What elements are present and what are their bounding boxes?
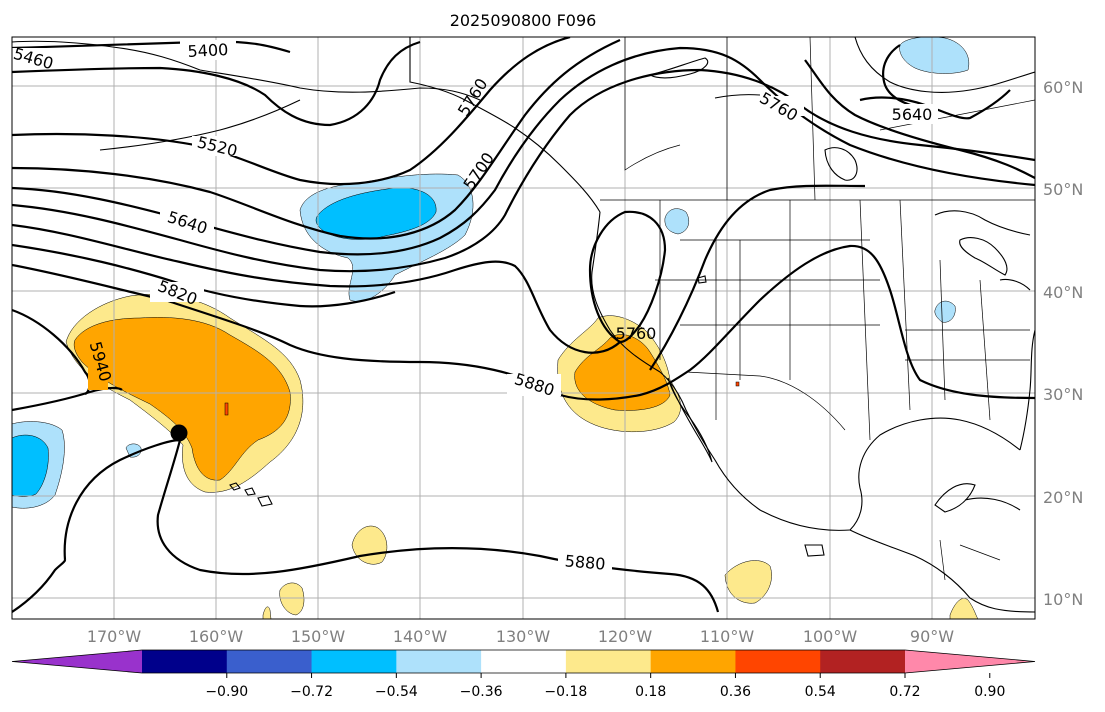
anomaly-peak-dot-2: [735, 381, 740, 387]
colorbar-swatch: [650, 650, 736, 673]
anomaly-region-small-1: [351, 525, 388, 565]
anomaly-region-small-3: [724, 560, 772, 604]
colorbar-tick-label: −0.54: [375, 684, 418, 700]
lat-label-10: 10°N: [1043, 590, 1083, 609]
colorbar-tick-label: 0.72: [889, 684, 920, 700]
longitude-labels: 170°W 160°W 150°W 140°W 130°W 120°W 110°…: [87, 627, 954, 646]
anomaly-core-west-edge: [12, 434, 49, 497]
colorbar-extend-low: [12, 650, 142, 673]
lon-label-130w: 130°W: [496, 627, 551, 646]
lat-label-20: 20°N: [1043, 488, 1083, 507]
lon-label-140w: 140°W: [393, 627, 448, 646]
lat-label-40: 40°N: [1043, 283, 1083, 302]
anomaly-region-small-4: [949, 598, 979, 619]
anomaly-core-california: [574, 334, 671, 411]
colorbar-swatch: [735, 650, 821, 673]
lon-label-90w: 90°W: [910, 627, 954, 646]
colorbar-extend-high: [905, 650, 1035, 673]
colorbar-swatch: [820, 650, 906, 673]
lon-label-170w: 170°W: [87, 627, 142, 646]
colorbar-tick-label: 0.90: [974, 684, 1005, 700]
contour-label-5400: 5400: [187, 40, 229, 61]
anomaly-region-small-5: [262, 606, 272, 619]
lon-label-110w: 110°W: [700, 627, 755, 646]
colorbar-outline: [11, 649, 1036, 674]
colorbar-swatch: [142, 650, 228, 673]
anomaly-region-north: [899, 37, 970, 74]
colorbar-tick-label: 0.54: [805, 684, 836, 700]
map-area: 5400 5460 5520 5640 5700 5760 5760 5640 …: [12, 37, 1035, 619]
lon-label-120w: 120°W: [598, 627, 653, 646]
colorbar-tick-label: −0.18: [544, 684, 587, 700]
anomaly-peak-dot: [224, 402, 229, 416]
lat-label-60: 60°N: [1043, 78, 1083, 97]
borders: [409, 37, 1035, 581]
lat-label-30: 30°N: [1043, 385, 1083, 404]
anomaly-region-small-2: [279, 582, 305, 616]
colorbar-swatch: [481, 650, 567, 673]
colorbar-tick-label: −0.90: [205, 684, 248, 700]
lon-label-150w: 150°W: [291, 627, 346, 646]
anomaly-region-ohio: [934, 300, 956, 323]
anomaly-region-hawaii-small: [125, 443, 142, 458]
anomaly-region-idaho: [664, 208, 689, 235]
height-contours: [12, 37, 1035, 613]
colorbar-swatch: [311, 650, 397, 673]
lat-label-50: 50°N: [1043, 180, 1083, 199]
lon-label-160w: 160°W: [189, 627, 244, 646]
contour-label-5760-ca: 5760: [616, 324, 657, 343]
graticule: [12, 37, 1035, 619]
storm-center-dot: [170, 424, 188, 442]
colorbar: −0.90 −0.72 −0.54 −0.36 −0.18 0.18 0.36 0.54 0.7…: [11, 649, 1036, 700]
colorbar-swatch: [565, 650, 652, 673]
colorbar-tick-label: −0.72: [290, 684, 333, 700]
colorbar-swatch: [396, 650, 482, 673]
contour-label-5880-south: 5880: [564, 551, 606, 573]
colorbar-tick-label: 0.36: [720, 684, 751, 700]
plot-title: 2025090800 F096: [450, 11, 597, 30]
colorbar-swatch: [226, 650, 313, 673]
contour-label-5640-east: 5640: [892, 105, 933, 124]
latitude-labels: 60°N 50°N 40°N 30°N 20°N 10°N: [1043, 78, 1083, 609]
colorbar-tick-label: 0.18: [635, 684, 666, 700]
shaded-positive-peak: [224, 381, 740, 416]
colorbar-tick-label: −0.36: [460, 684, 503, 700]
shaded-positive-inner: [73, 317, 671, 481]
map-frame: [11, 36, 1036, 620]
lon-label-100w: 100°W: [803, 627, 858, 646]
